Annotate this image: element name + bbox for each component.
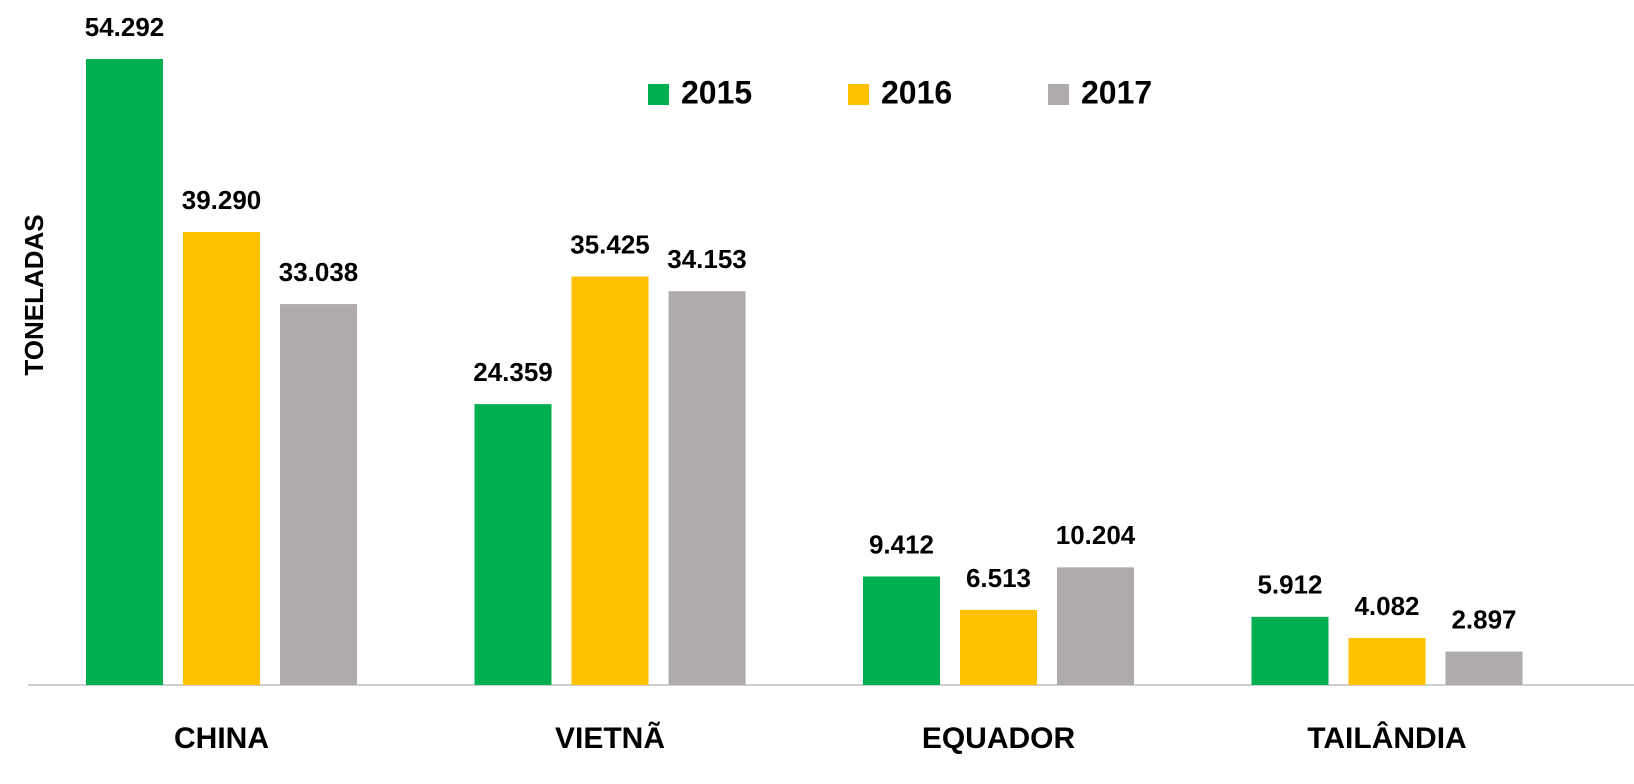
x-tick-label: TAILÂNDIA — [1307, 721, 1466, 755]
data-label: 10.204 — [1056, 520, 1136, 550]
bar — [571, 276, 649, 685]
bar — [863, 576, 940, 685]
data-label: 4.082 — [1354, 591, 1419, 621]
data-label: 33.038 — [279, 257, 359, 287]
y-axis-label: TONELADAS — [19, 214, 49, 375]
legend-label: 2016 — [881, 74, 952, 110]
bar — [960, 609, 1037, 685]
bar — [668, 291, 746, 685]
legend-swatch — [1048, 84, 1069, 105]
data-label: 24.359 — [473, 357, 553, 387]
legend-label: 2015 — [681, 74, 752, 110]
legend-swatch — [848, 84, 869, 105]
data-label: 35.425 — [570, 229, 650, 259]
bar — [183, 231, 260, 685]
x-tick-label: EQUADOR — [922, 722, 1076, 755]
bar — [1057, 567, 1134, 685]
x-tick-label: VIETNÃ — [555, 721, 665, 755]
data-label: 54.292 — [85, 12, 165, 42]
bar — [1348, 637, 1426, 685]
legend-label: 2017 — [1081, 74, 1152, 110]
bar — [86, 59, 163, 685]
data-label: 39.290 — [182, 185, 262, 215]
x-tick-label: CHINA — [174, 722, 269, 755]
bar — [1445, 651, 1523, 685]
bar — [1251, 616, 1329, 685]
data-label: 5.912 — [1257, 570, 1322, 600]
bar — [280, 304, 357, 685]
data-label: 6.513 — [966, 563, 1031, 593]
data-label: 2.897 — [1451, 604, 1516, 634]
bar — [474, 404, 552, 685]
legend-swatch — [648, 84, 669, 105]
data-label: 9.412 — [869, 529, 934, 559]
data-label: 34.153 — [667, 244, 747, 274]
